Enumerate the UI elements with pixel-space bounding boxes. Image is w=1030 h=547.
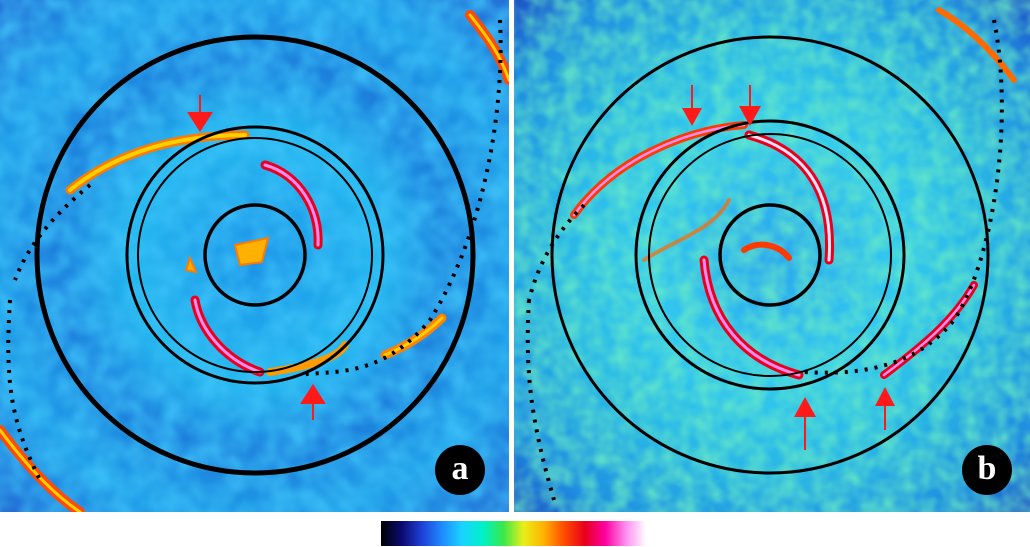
panel-a-circles [34, 34, 476, 476]
panel-b-arcs [570, 7, 1017, 380]
panel-b-spiral [525, 19, 1004, 501]
panel-b-arrows [682, 85, 895, 450]
colorbar [381, 521, 646, 546]
panel-b-label: b [962, 445, 1012, 495]
panel-b-circles [550, 35, 990, 475]
arrow-down-icon [739, 85, 761, 126]
arrow-up-icon [300, 384, 326, 420]
panel-b-noise [514, 0, 1030, 512]
arrow-up-icon [794, 397, 816, 450]
panel-b-image [514, 0, 1030, 512]
panel-a-image [0, 0, 509, 512]
panel-a-arrows [187, 95, 326, 420]
arrow-down-icon [682, 85, 702, 126]
arrow-down-icon [187, 95, 213, 132]
panel-a-spiral [6, 19, 503, 481]
panel-a-label: a [435, 445, 485, 495]
panel-a-map [0, 0, 509, 512]
panel-b-map [514, 0, 1030, 512]
arrow-up-icon [875, 387, 895, 430]
